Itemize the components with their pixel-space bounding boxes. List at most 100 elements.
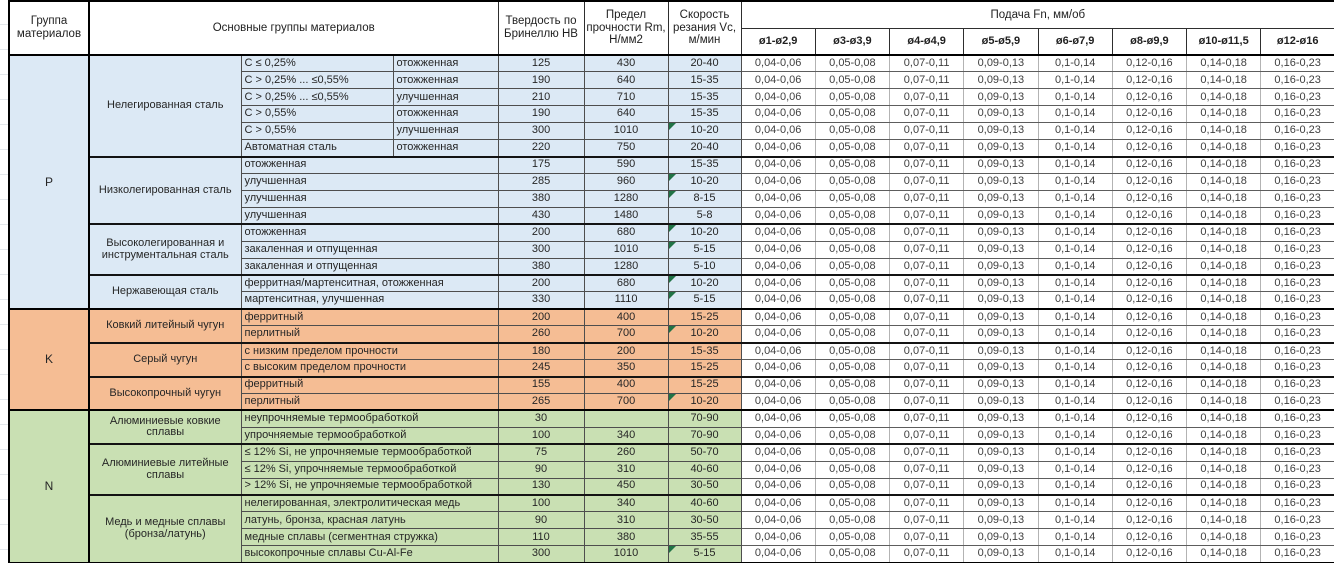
hb-value-cell[interactable]: 210: [497, 88, 585, 107]
hb-value-cell[interactable]: 300: [497, 240, 585, 259]
feed-value-cell[interactable]: 0,14-0,18: [1186, 291, 1262, 310]
vc-value-cell[interactable]: 5-10: [667, 257, 742, 276]
feed-value-cell[interactable]: 0,05-0,08: [814, 139, 891, 158]
vc-value-cell[interactable]: 10-20: [667, 273, 742, 293]
feed-value-cell[interactable]: 0,07-0,11: [889, 122, 965, 141]
vc-value-cell[interactable]: 5-15: [667, 240, 742, 259]
group-code-cell[interactable]: P: [8, 54, 90, 310]
subgroup-name-cell[interactable]: Ковкий литейный чугун: [88, 307, 242, 344]
rm-value-cell[interactable]: 260: [583, 443, 669, 462]
header-cutting-speed[interactable]: Скорость резания Vc, м/мин: [667, 0, 742, 56]
rm-value-cell[interactable]: 1280: [583, 189, 669, 208]
feed-value-cell[interactable]: 0,1-0,14: [1037, 375, 1113, 394]
feed-value-cell[interactable]: 0,09-0,13: [963, 307, 1039, 327]
feed-value-cell[interactable]: 0,12-0,16: [1111, 257, 1188, 276]
feed-value-cell[interactable]: 0,16-0,23: [1260, 460, 1334, 479]
vc-value-cell[interactable]: 5-15: [667, 291, 742, 310]
material-spec-cell[interactable]: ферритный: [240, 375, 499, 394]
feed-value-cell[interactable]: 0,16-0,23: [1260, 477, 1334, 496]
header-main-groups[interactable]: Основные группы материалов: [88, 0, 499, 56]
vc-value-cell[interactable]: 8-15: [667, 189, 742, 208]
feed-value-cell[interactable]: 0,1-0,14: [1037, 341, 1113, 361]
feed-value-cell[interactable]: 0,16-0,23: [1260, 189, 1334, 208]
header-feed-title[interactable]: Подача Fn, мм/об: [740, 0, 1334, 29]
feed-value-cell[interactable]: 0,14-0,18: [1186, 477, 1262, 496]
feed-value-cell[interactable]: 0,07-0,11: [889, 375, 965, 394]
feed-value-cell[interactable]: 0,05-0,08: [814, 341, 891, 361]
feed-value-cell[interactable]: 0,12-0,16: [1111, 206, 1188, 225]
hb-value-cell[interactable]: 90: [497, 460, 585, 479]
header-feed-d2[interactable]: ø3-ø3,9: [814, 28, 891, 56]
feed-value-cell[interactable]: 0,1-0,14: [1037, 206, 1113, 225]
feed-value-cell[interactable]: 0,16-0,23: [1260, 273, 1334, 293]
rm-value-cell[interactable]: 400: [583, 375, 669, 394]
material-spec-cell[interactable]: ферритный: [240, 307, 499, 327]
hb-value-cell[interactable]: 125: [497, 54, 585, 73]
feed-value-cell[interactable]: 0,09-0,13: [963, 545, 1039, 563]
feed-value-cell[interactable]: 0,16-0,23: [1260, 88, 1334, 107]
feed-value-cell[interactable]: 0,12-0,16: [1111, 477, 1188, 496]
hb-value-cell[interactable]: 220: [497, 139, 585, 158]
hb-value-cell[interactable]: 430: [497, 206, 585, 225]
feed-value-cell[interactable]: 0,16-0,23: [1260, 172, 1334, 191]
feed-value-cell[interactable]: 0,1-0,14: [1037, 477, 1113, 496]
material-spec-cell[interactable]: C > 0,25% ... ≤0,55%: [240, 88, 394, 107]
material-spec-cell[interactable]: упрочняемые термообработкой: [240, 426, 499, 445]
feed-value-cell[interactable]: 0,14-0,18: [1186, 409, 1262, 428]
feed-value-cell[interactable]: 0,1-0,14: [1037, 409, 1113, 428]
feed-value-cell[interactable]: 0,1-0,14: [1037, 223, 1113, 242]
feed-value-cell[interactable]: 0,04-0,06: [740, 291, 816, 310]
material-spec-cell[interactable]: C ≤ 0,25%: [240, 54, 394, 73]
feed-value-cell[interactable]: 0,14-0,18: [1186, 257, 1262, 276]
feed-value-cell[interactable]: 0,05-0,08: [814, 375, 891, 394]
feed-value-cell[interactable]: 0,16-0,23: [1260, 511, 1334, 530]
feed-value-cell[interactable]: 0,12-0,16: [1111, 325, 1188, 344]
hb-value-cell[interactable]: 300: [497, 122, 585, 141]
rm-value-cell[interactable]: 640: [583, 71, 669, 90]
feed-value-cell[interactable]: 0,09-0,13: [963, 493, 1039, 513]
rm-value-cell[interactable]: [583, 409, 669, 428]
feed-value-cell[interactable]: 0,1-0,14: [1037, 392, 1113, 411]
material-spec-cell[interactable]: перлитный: [240, 325, 499, 344]
feed-value-cell[interactable]: 0,14-0,18: [1186, 460, 1262, 479]
feed-value-cell[interactable]: 0,09-0,13: [963, 105, 1039, 124]
feed-value-cell[interactable]: 0,04-0,06: [740, 105, 816, 124]
vc-value-cell[interactable]: 15-35: [667, 155, 742, 174]
feed-value-cell[interactable]: 0,12-0,16: [1111, 122, 1188, 141]
vc-value-cell[interactable]: 10-20: [667, 392, 742, 411]
feed-value-cell[interactable]: 0,1-0,14: [1037, 54, 1113, 73]
feed-value-cell[interactable]: 0,05-0,08: [814, 105, 891, 124]
subgroup-name-cell[interactable]: Серый чугун: [88, 341, 242, 378]
rm-value-cell[interactable]: 1010: [583, 545, 669, 563]
feed-value-cell[interactable]: 0,14-0,18: [1186, 223, 1262, 242]
feed-value-cell[interactable]: 0,09-0,13: [963, 409, 1039, 428]
feed-value-cell[interactable]: 0,05-0,08: [814, 443, 891, 462]
header-feed-d3[interactable]: ø4-ø4,9: [889, 28, 965, 56]
feed-value-cell[interactable]: 0,04-0,06: [740, 122, 816, 141]
feed-value-cell[interactable]: 0,09-0,13: [963, 325, 1039, 344]
feed-value-cell[interactable]: 0,04-0,06: [740, 511, 816, 530]
feed-value-cell[interactable]: 0,12-0,16: [1111, 223, 1188, 242]
feed-value-cell[interactable]: 0,14-0,18: [1186, 426, 1262, 445]
feed-value-cell[interactable]: 0,05-0,08: [814, 528, 891, 547]
header-brinell-hardness[interactable]: Твердость по Бринеллю HB: [497, 0, 585, 56]
rm-value-cell[interactable]: 1010: [583, 122, 669, 141]
feed-value-cell[interactable]: 0,07-0,11: [889, 477, 965, 496]
vc-value-cell[interactable]: 40-60: [667, 493, 742, 513]
feed-value-cell[interactable]: 0,12-0,16: [1111, 105, 1188, 124]
feed-value-cell[interactable]: 0,07-0,11: [889, 511, 965, 530]
feed-value-cell[interactable]: 0,12-0,16: [1111, 71, 1188, 90]
vc-value-cell[interactable]: 10-20: [667, 122, 742, 141]
material-spec-cell[interactable]: ≤ 12% Si, упрочняемые термообработкой: [240, 460, 499, 479]
feed-value-cell[interactable]: 0,14-0,18: [1186, 307, 1262, 327]
feed-value-cell[interactable]: 0,04-0,06: [740, 54, 816, 73]
feed-value-cell[interactable]: 0,1-0,14: [1037, 105, 1113, 124]
feed-value-cell[interactable]: 0,09-0,13: [963, 257, 1039, 276]
header-feed-d8[interactable]: ø12-ø16: [1260, 28, 1334, 56]
feed-value-cell[interactable]: 0,16-0,23: [1260, 206, 1334, 225]
feed-value-cell[interactable]: 0,12-0,16: [1111, 359, 1188, 378]
hb-value-cell[interactable]: 200: [497, 307, 585, 327]
feed-value-cell[interactable]: 0,09-0,13: [963, 426, 1039, 445]
feed-value-cell[interactable]: 0,04-0,06: [740, 460, 816, 479]
vc-value-cell[interactable]: 40-60: [667, 460, 742, 479]
